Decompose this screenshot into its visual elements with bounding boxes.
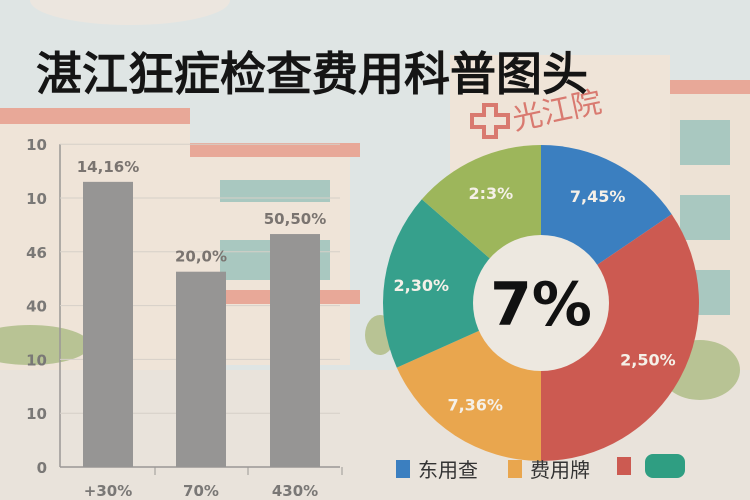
bar-data-label: 50,50% <box>264 210 326 228</box>
hospital-cross-icon <box>470 103 510 139</box>
legend-item-3 <box>617 454 685 478</box>
bar-data-label: 14,16% <box>77 158 139 176</box>
legend-swatch <box>396 459 410 478</box>
slice-label: 7,45% <box>570 187 626 206</box>
pie-slice <box>383 199 541 368</box>
slice-label: 2:3% <box>469 184 514 203</box>
y-tick-label: 40 <box>26 298 47 316</box>
page-title: 湛江狂症检查费用科普图头 <box>36 47 588 101</box>
bar <box>270 234 320 467</box>
legend-label: 费用牌 <box>530 458 590 482</box>
y-tick-label: 10 <box>26 405 47 423</box>
legend-label: 东用查 <box>418 458 478 482</box>
y-tick-label: 10 <box>26 190 47 208</box>
legend-item-2: 费用牌 <box>508 454 590 483</box>
y-tick-label: 10 <box>26 136 47 154</box>
center-label: 7% <box>490 270 592 340</box>
donut-hole <box>473 235 609 371</box>
pie-slice <box>541 214 699 461</box>
bar-data-label: 20,0% <box>175 248 227 266</box>
legend-badge <box>645 454 685 478</box>
x-tick-label: 430% <box>272 482 318 500</box>
legend-swatch <box>508 459 522 478</box>
bar <box>176 271 226 467</box>
slice-label: 2,30% <box>394 276 450 295</box>
slice-label: 2,50% <box>620 351 676 370</box>
x-tick-label: +30% <box>84 482 132 500</box>
y-tick-label: 46 <box>26 244 47 262</box>
bar <box>83 181 133 468</box>
y-tick-label: 10 <box>26 351 47 369</box>
x-tick-label: 70% <box>183 482 219 500</box>
legend-swatch <box>617 457 631 475</box>
y-tick-label: 0 <box>37 459 47 477</box>
legend-item-1: 东用查 <box>396 454 478 483</box>
slice-label: 7,36% <box>447 396 503 415</box>
